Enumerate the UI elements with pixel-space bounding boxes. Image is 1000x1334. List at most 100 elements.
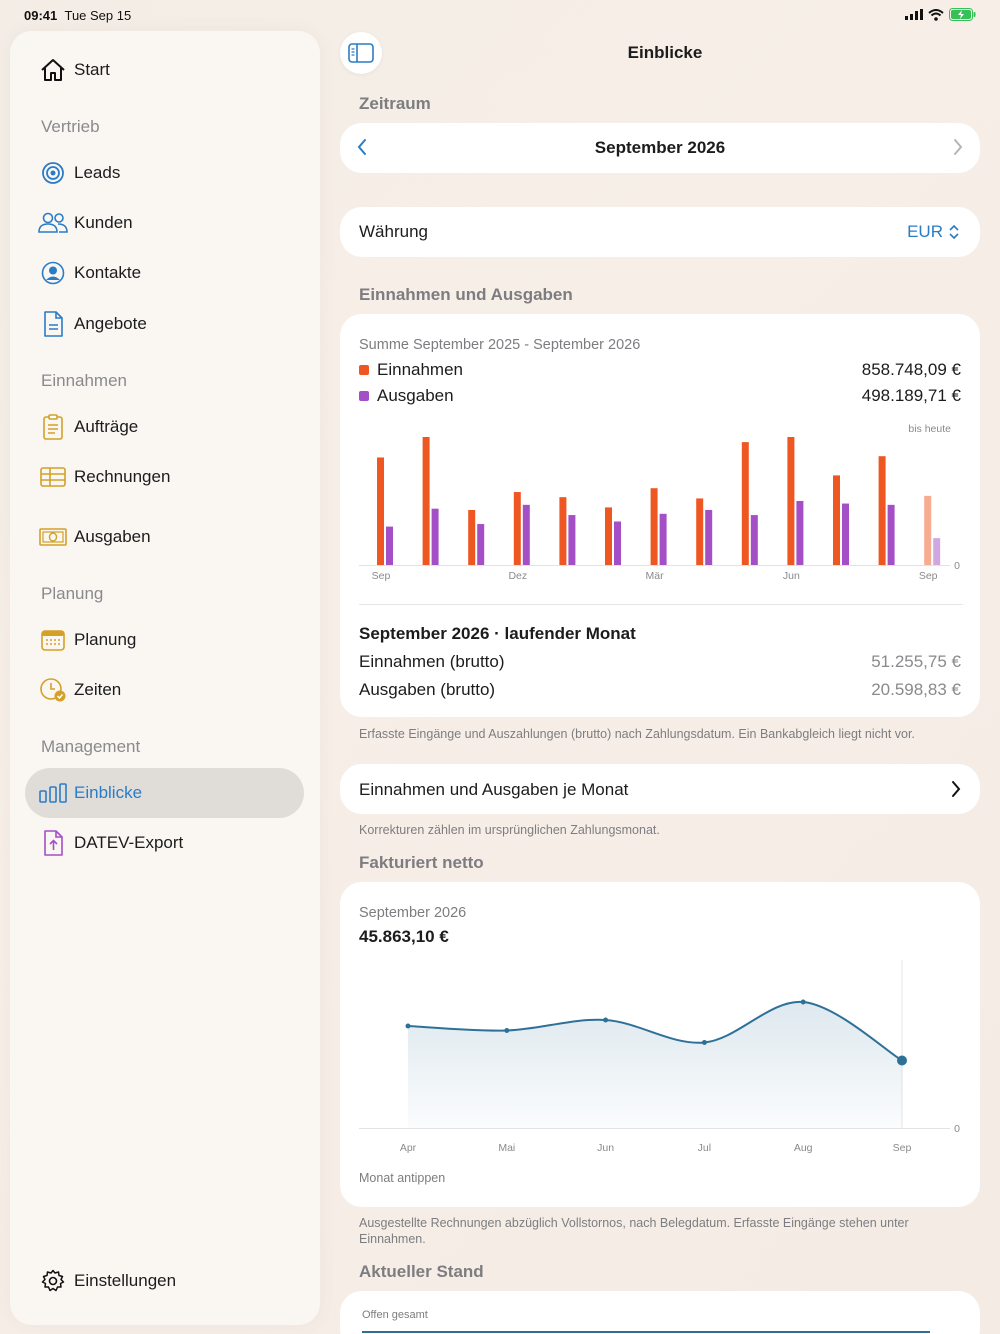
legend-income: Einnahmen xyxy=(359,360,463,380)
sidebar-section-management: Management xyxy=(41,737,141,756)
sidebar-item-label: Kunden xyxy=(74,213,133,232)
legend-income-label: Einnahmen xyxy=(377,360,464,379)
invoiced-month: September 2026 xyxy=(359,905,467,921)
data-point xyxy=(800,999,806,1005)
bar-expense xyxy=(796,501,804,565)
y-tick-label: 0 xyxy=(954,1123,960,1135)
x-tick-label: Apr xyxy=(400,1142,417,1154)
x-tick-label: Dez xyxy=(508,570,527,582)
bar-expense xyxy=(705,509,713,565)
data-point xyxy=(701,1040,707,1045)
bar-income xyxy=(605,507,612,565)
sidebar-item-start[interactable]: Start xyxy=(38,47,110,93)
bar-income xyxy=(924,495,932,565)
bar-income xyxy=(377,457,384,565)
status-bar: 09:41 Tue Sep 15 xyxy=(0,0,1000,30)
chevron-right-icon[interactable] xyxy=(952,138,964,161)
main-content: Einblicke Zeitraum September 2026 Währun… xyxy=(340,0,980,1334)
current-month-title: September 2026 · laufender Monat xyxy=(359,624,636,643)
sidebar-selection-highlight xyxy=(25,768,304,818)
data-point xyxy=(504,1028,510,1033)
sidebar-item-datev-export[interactable]: DATEV-Export xyxy=(38,820,183,866)
sidebar-item-rechnungen[interactable]: Rechnungen xyxy=(38,454,170,500)
status-card: Offen gesamt xyxy=(340,1291,980,1334)
invoiced-line-chart[interactable]: Apr Mai Jun Jul Aug Sep 0 xyxy=(340,954,980,1164)
currency-picker[interactable]: EUR xyxy=(907,222,960,242)
current-income-value: 51.255,75 € xyxy=(871,652,961,671)
x-tick-label: Jun xyxy=(597,1142,614,1154)
x-tick-label: Sep xyxy=(372,570,391,582)
sidebar-item-kontakte[interactable]: Kontakte xyxy=(38,250,141,296)
bar-expense xyxy=(522,504,530,565)
bar-income xyxy=(513,492,521,565)
currency-label: Währung xyxy=(359,222,428,241)
status-time: 09:41 Tue Sep 15 xyxy=(24,8,132,23)
sidebar-item-planung[interactable]: Planung xyxy=(38,617,136,663)
calendar-icon xyxy=(38,625,68,655)
legend-expense-total: 498.189,71 € xyxy=(861,386,961,405)
sidebar-item-label: Einstellungen xyxy=(74,1271,177,1290)
sidebar-item-auftraege[interactable]: Aufträge xyxy=(38,404,138,450)
sidebar-section-einnahmen: Einnahmen xyxy=(41,371,128,390)
legend-expense-label: Ausgaben xyxy=(377,386,454,405)
monthly-footnote: Korrekturen zählen im ursprünglichen Zah… xyxy=(359,823,660,837)
sidebar-item-label: Aufträge xyxy=(74,417,139,436)
sidebar-item-label: Angebote xyxy=(74,314,147,333)
sidebar-item-label: Einblicke xyxy=(74,783,143,802)
income-expense-bar-chart[interactable]: Sep Dez Mär Jun Sep 0 bis heute xyxy=(340,414,980,594)
open-total-bar xyxy=(362,1331,930,1333)
sidebar-item-label: Kontakte xyxy=(74,263,142,282)
wifi-icon xyxy=(928,8,944,21)
current-income-label: Einnahmen (brutto) xyxy=(359,652,505,671)
bar-expense xyxy=(431,508,439,565)
income-expense-card: Summe September 2025 - September 2026 Ei… xyxy=(340,314,980,717)
status-section-title: Aktueller Stand xyxy=(359,1262,484,1281)
chevron-right-icon xyxy=(950,780,962,803)
sidebar-item-einstellungen[interactable]: Einstellungen xyxy=(38,1258,176,1304)
chevron-left-icon[interactable] xyxy=(356,138,368,161)
x-tick-label: Mai xyxy=(498,1142,515,1154)
bar-income xyxy=(741,442,749,565)
legend-expense: Ausgaben xyxy=(359,386,454,406)
bis-heute-annotation: bis heute xyxy=(908,423,951,435)
sidebar-item-kunden[interactable]: Kunden xyxy=(38,200,133,246)
bar-income xyxy=(650,488,658,565)
sidebar-item-angebote[interactable]: Angebote xyxy=(38,301,147,347)
x-tick-label: Sep xyxy=(893,1142,912,1154)
sidebar-section-planung: Planung xyxy=(41,584,104,603)
sidebar-toggle-button[interactable] xyxy=(340,32,382,74)
income-footnote: Erfasste Eingänge und Auszahlungen (brut… xyxy=(359,727,915,741)
invoiced-value: 45.863,10 € xyxy=(359,927,449,946)
legend-income-total: 858.748,09 € xyxy=(861,360,961,379)
bar-income xyxy=(468,509,476,565)
sidebar-item-leads[interactable]: Leads xyxy=(38,150,120,196)
bar-income xyxy=(833,475,840,565)
currency-value: EUR xyxy=(907,222,943,241)
status-icons xyxy=(905,8,976,21)
bar-expense xyxy=(477,524,485,565)
series-line xyxy=(407,1000,903,1062)
sidebar-item-label: Ausgaben xyxy=(74,527,151,546)
period-selector: September 2026 xyxy=(340,123,980,173)
sidebar-section-vertrieb: Vertrieb xyxy=(41,117,100,136)
bar-income xyxy=(878,456,886,565)
data-point xyxy=(405,1023,411,1029)
currency-row[interactable]: Währung EUR xyxy=(340,207,980,257)
data-point xyxy=(603,1017,609,1023)
sidebar-item-label: DATEV-Export xyxy=(74,833,184,852)
current-expense-value: 20.598,83 € xyxy=(871,680,961,699)
invoiced-section-title: Fakturiert netto xyxy=(359,853,484,872)
x-tick-label: Mär xyxy=(646,570,665,582)
sidebar-item-ausgaben[interactable]: Ausgaben xyxy=(38,514,151,560)
page-title: Einblicke xyxy=(627,43,703,62)
sidebar: Start Vertrieb Leads Kunden Kontakte Ang… xyxy=(10,31,320,1325)
monthly-link-row[interactable]: Einnahmen und Ausgaben je Monat xyxy=(340,764,980,814)
invoiced-footnote: Ausgestellte Rechnungen abzüglich Vollst… xyxy=(359,1216,909,1246)
sidebar-item-label: Rechnungen xyxy=(74,467,171,486)
people-icon xyxy=(38,208,68,238)
bar-expense xyxy=(659,513,667,565)
period-section-title: Zeitraum xyxy=(359,94,431,113)
sidebar-item-zeiten[interactable]: Zeiten xyxy=(38,667,121,713)
sidebar-item-einblicke[interactable]: Einblicke xyxy=(38,770,142,816)
period-value: September 2026 xyxy=(594,138,726,157)
